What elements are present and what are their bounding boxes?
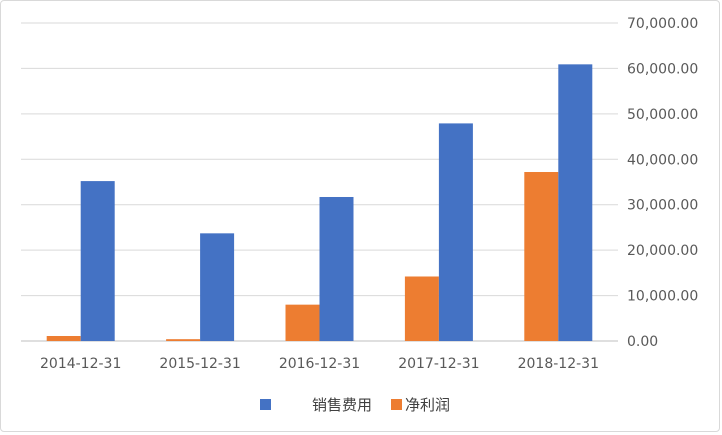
bar-sales-expense-2017-12-31	[438, 123, 473, 341]
bar-sales-expense-2015-12-31	[200, 233, 235, 341]
x-tick-label: 2015-12-31	[159, 356, 240, 372]
bars	[46, 64, 593, 341]
y-tick-label: 50,000.00	[627, 107, 698, 123]
bar-net-profit-2016-12-31	[285, 304, 320, 341]
x-tick-label: 2018-12-31	[518, 356, 599, 372]
y-tick-label: 70,000.00	[627, 16, 698, 32]
legend-label-net-profit: 净利润	[405, 396, 450, 414]
bar-net-profit-2018-12-31	[524, 172, 559, 341]
bar-sales-expense-2016-12-31	[319, 196, 354, 341]
x-tick-label: 2017-12-31	[398, 356, 479, 372]
legend: 销售费用 净利润	[260, 396, 450, 414]
x-tick-label: 2016-12-31	[279, 356, 360, 372]
x-tick-label: 2014-12-31	[40, 356, 121, 372]
legend-swatch-net-profit	[391, 399, 402, 410]
bar-net-profit-2015-12-31	[166, 339, 201, 341]
bar-sales-expense-2018-12-31	[558, 64, 593, 341]
x-axis-tick-labels: 2014-12-31 2015-12-31 2016-12-31 2017-12-31…	[40, 356, 599, 372]
y-tick-label: 40,000.00	[627, 152, 698, 168]
bar-sales-expense-2014-12-31	[80, 181, 115, 341]
legend-swatch-sales-expense	[260, 399, 271, 410]
y-tick-label: 10,000.00	[627, 289, 698, 305]
y-axis-tick-labels: 0.00 10,000.00 20,000.00 30,000.00 40,000.00…	[627, 16, 698, 350]
y-tick-label: 60,000.00	[627, 61, 698, 77]
bar-net-profit-2017-12-31	[404, 276, 439, 341]
legend-label-sales-expense: 销售费用	[312, 396, 372, 414]
y-tick-label: 30,000.00	[627, 198, 698, 214]
bar-net-profit-2014-12-31	[46, 336, 81, 341]
y-tick-label: 20,000.00	[627, 243, 698, 259]
y-tick-label: 0.00	[627, 334, 658, 350]
